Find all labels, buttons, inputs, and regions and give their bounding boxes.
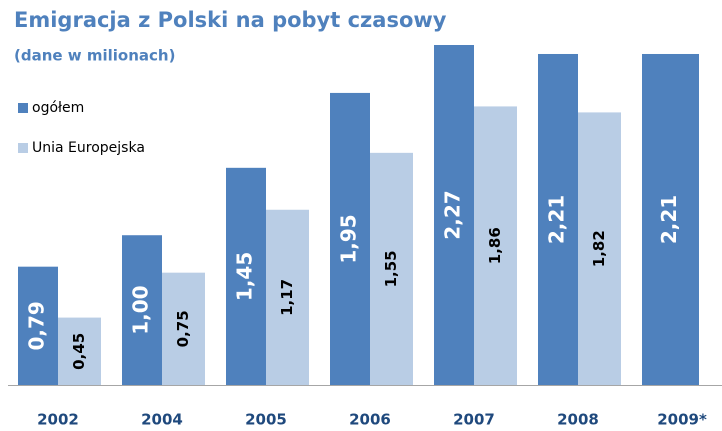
data-label: 1,95 xyxy=(337,214,361,263)
x-tick-label: 2005 xyxy=(245,411,287,429)
x-tick-label: 2002 xyxy=(37,411,79,429)
data-label: 2,27 xyxy=(441,190,465,239)
data-label: 0,75 xyxy=(174,310,192,347)
chart-subtitle: (dane w milionach) xyxy=(14,47,175,65)
data-label: 2,21 xyxy=(545,195,569,244)
data-label: 1,82 xyxy=(590,230,608,267)
bar xyxy=(434,45,474,385)
legend-swatch xyxy=(18,143,28,153)
bar xyxy=(18,266,58,385)
bar xyxy=(122,235,162,385)
data-label: 1,17 xyxy=(278,279,296,316)
bar xyxy=(58,317,101,385)
bar xyxy=(370,152,413,385)
x-tick-label: 2006 xyxy=(349,411,391,429)
x-tick-label: 2008 xyxy=(557,411,599,429)
bar xyxy=(474,106,517,385)
data-label: 2,21 xyxy=(657,195,681,244)
chart-title: Emigracja z Polski na pobyt czasowy xyxy=(14,8,447,32)
data-label: 1,55 xyxy=(382,250,400,287)
legend-label: ogółem xyxy=(32,100,84,116)
bar xyxy=(226,167,266,385)
data-label: 1,00 xyxy=(129,285,153,334)
legend-label: Unia Europejska xyxy=(32,140,145,156)
bar xyxy=(330,92,370,386)
data-label: 0,79 xyxy=(25,301,49,350)
bar xyxy=(266,209,309,385)
x-tick-label: 2009* xyxy=(657,411,707,429)
data-label: 0,45 xyxy=(70,333,88,370)
x-tick-label: 2004 xyxy=(141,411,183,429)
x-tick-label: 2007 xyxy=(453,411,495,429)
data-label: 1,45 xyxy=(233,252,257,301)
bar xyxy=(538,53,578,385)
bar xyxy=(642,53,699,385)
data-label: 1,86 xyxy=(486,227,504,264)
bar xyxy=(578,112,621,385)
bar xyxy=(162,272,205,385)
legend-swatch xyxy=(18,103,28,113)
